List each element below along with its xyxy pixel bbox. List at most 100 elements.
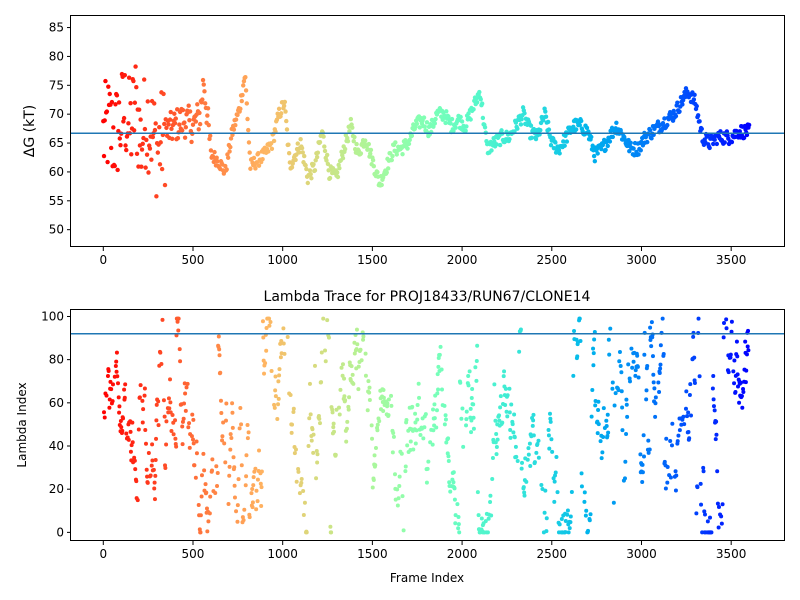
data-point [251, 483, 256, 488]
data-point [443, 417, 448, 422]
data-point [368, 147, 374, 153]
data-point [635, 364, 640, 369]
data-point [396, 496, 401, 501]
data-point [352, 134, 357, 140]
data-point [713, 437, 718, 442]
data-point [369, 423, 374, 428]
data-point [135, 498, 140, 503]
data-point [144, 467, 149, 472]
data-point [231, 455, 236, 460]
data-point [315, 150, 321, 155]
data-point [313, 158, 318, 163]
data-point [559, 516, 564, 521]
data-point [347, 395, 352, 400]
data-point [663, 486, 668, 491]
data-point [185, 381, 190, 386]
data-point [572, 328, 577, 333]
data-point [479, 516, 484, 521]
data-point [304, 166, 309, 172]
x-tick-label: 3000 [626, 253, 657, 267]
data-point [724, 317, 729, 322]
data-point [250, 505, 255, 510]
data-point [525, 457, 530, 462]
data-point [140, 398, 145, 403]
data-point [335, 174, 341, 180]
data-point [474, 378, 479, 383]
data-point [556, 147, 562, 153]
data-point [124, 147, 129, 153]
data-point [293, 157, 298, 163]
data-point [579, 484, 584, 489]
data-point [453, 521, 458, 526]
data-point [694, 511, 699, 516]
data-point [711, 397, 716, 402]
data-point [571, 124, 576, 129]
data-point [719, 514, 724, 519]
data-point [116, 381, 121, 386]
data-point [697, 374, 702, 379]
data-point [534, 450, 539, 455]
data-point [579, 471, 584, 476]
data-point [394, 152, 399, 157]
x-tick-label: 1000 [267, 253, 298, 267]
data-point [292, 451, 297, 456]
data-point [617, 349, 622, 354]
data-point [182, 120, 187, 125]
data-point [697, 119, 702, 124]
data-point [167, 406, 172, 411]
data-point [286, 151, 292, 156]
data-point [604, 424, 609, 429]
data-point [350, 372, 355, 377]
data-point [238, 106, 243, 112]
data-point [354, 347, 359, 352]
data-point [735, 354, 740, 359]
data-point [507, 386, 512, 391]
data-point [233, 117, 239, 122]
data-point [546, 428, 551, 433]
data-point [653, 401, 658, 406]
data-point [566, 530, 571, 535]
data-point [522, 490, 527, 495]
x-tick-label: 3500 [716, 547, 747, 561]
data-point [421, 115, 427, 120]
data-point [480, 115, 486, 121]
data-point [668, 439, 673, 444]
data-point [261, 335, 266, 340]
data-point [691, 97, 697, 102]
data-point [160, 317, 165, 322]
data-point [741, 135, 747, 141]
data-point [254, 160, 260, 165]
y-tick-label: 80 [49, 49, 64, 63]
data-point [108, 145, 114, 151]
data-point [223, 163, 228, 169]
data-point [140, 420, 145, 425]
data-point [547, 411, 552, 416]
data-point [329, 530, 334, 535]
data-point [701, 465, 706, 470]
data-point [518, 122, 524, 127]
data-point [107, 397, 112, 402]
data-point [172, 121, 178, 126]
data-point [323, 348, 328, 353]
data-point [344, 439, 349, 444]
data-point [248, 166, 253, 171]
data-point [619, 370, 624, 375]
data-point [435, 372, 440, 377]
data-point [286, 142, 291, 147]
data-point [599, 146, 604, 152]
data-point [653, 395, 658, 400]
data-point [413, 441, 418, 446]
data-point [665, 122, 670, 128]
data-point [147, 146, 153, 151]
data-point [131, 78, 136, 84]
data-point [745, 344, 750, 349]
data-point [470, 386, 475, 391]
data-point [244, 101, 250, 106]
data-point [243, 74, 248, 80]
data-point [106, 368, 111, 373]
data-point [161, 398, 166, 403]
data-point [535, 442, 540, 447]
data-point [471, 426, 476, 431]
data-point [403, 469, 408, 474]
data-point [409, 133, 415, 138]
